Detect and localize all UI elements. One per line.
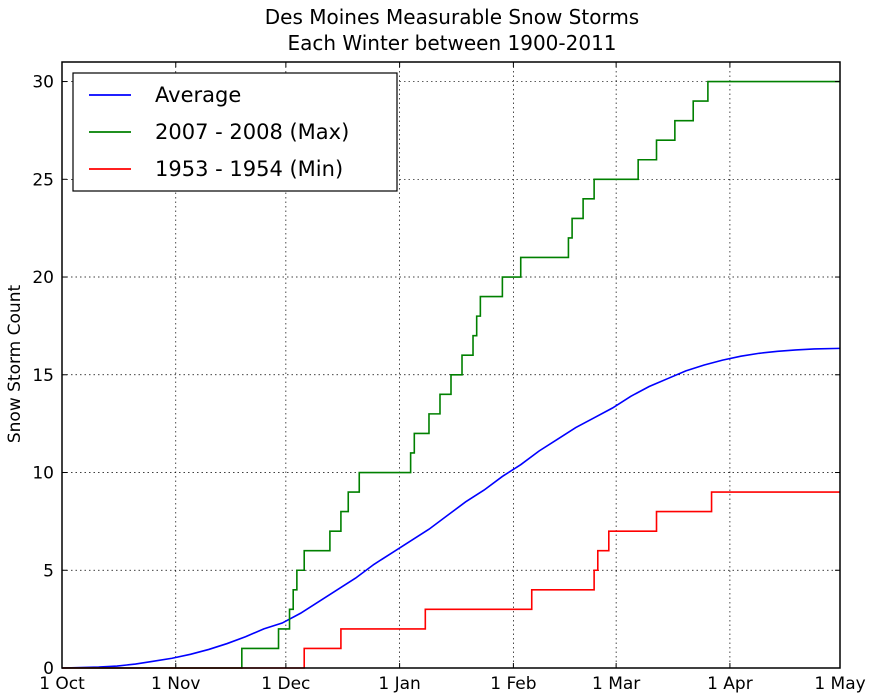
x-tick-label: 1 Nov: [151, 674, 200, 694]
axis-ticks: 1 Oct 1 Nov 1 Dec 1 Jan 1 Feb 1 Mar 1 Apr 1 May…: [32, 62, 866, 694]
legend: Average 2007 - 2008 (Max) 1953 - 1954 (Min…: [72, 72, 398, 192]
y-tick-label: 5: [43, 561, 54, 581]
plot-area-frame: [61, 61, 841, 669]
series-lines: [61, 80, 841, 669]
x-tick-label: 1 May: [814, 674, 865, 694]
y-tick-label: 20: [32, 268, 54, 288]
x-tick-label: 1 Mar: [592, 674, 640, 694]
y-tick-label: 0: [43, 659, 54, 679]
x-tick-label: 1 Dec: [261, 674, 310, 694]
x-tick-label: 1 Jan: [378, 674, 420, 694]
y-tick-label: 25: [32, 170, 54, 190]
chart-title: Des Moines Measurable Snow Storms: [265, 5, 639, 29]
chart-subtitle: Each Winter between 1900-2011: [287, 31, 616, 55]
x-tick-label: 1 Feb: [490, 674, 536, 694]
y-axis-label: Snow Storm Count: [5, 285, 25, 444]
y-tick-label: 15: [32, 366, 54, 386]
y-tick-label: 30: [32, 73, 54, 93]
series-line-1953-1954-min: [62, 491, 840, 669]
x-tick-label: 1 Oct: [39, 674, 85, 694]
legend-label: 1953 - 1954 (Min): [155, 157, 343, 181]
legend-label: Average: [155, 83, 241, 107]
series-line-2007-2008-max: [62, 80, 840, 669]
x-tick-label: 1 Apr: [707, 674, 753, 694]
y-tick-label: 10: [32, 464, 54, 484]
legend-label: 2007 - 2008 (Max): [155, 120, 349, 144]
series-line-average: [61, 347, 841, 669]
